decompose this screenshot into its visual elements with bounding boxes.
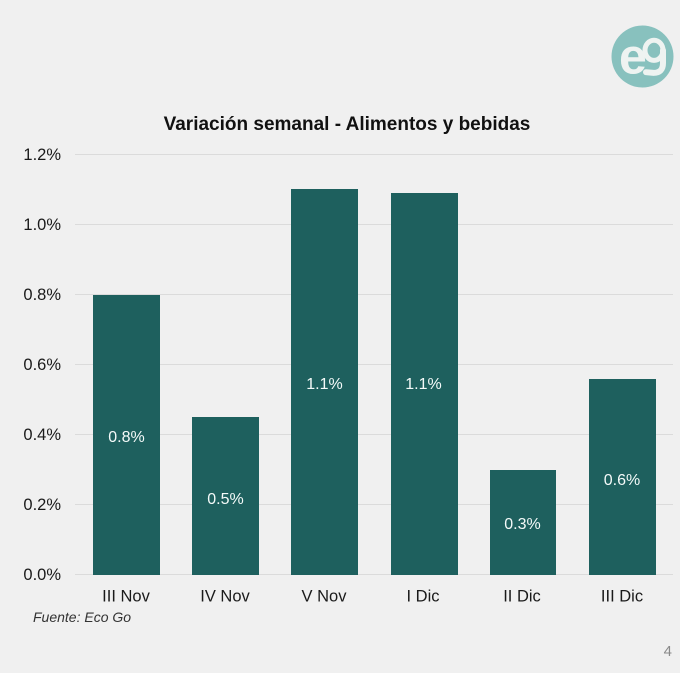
svg-text:e: e bbox=[619, 29, 647, 85]
